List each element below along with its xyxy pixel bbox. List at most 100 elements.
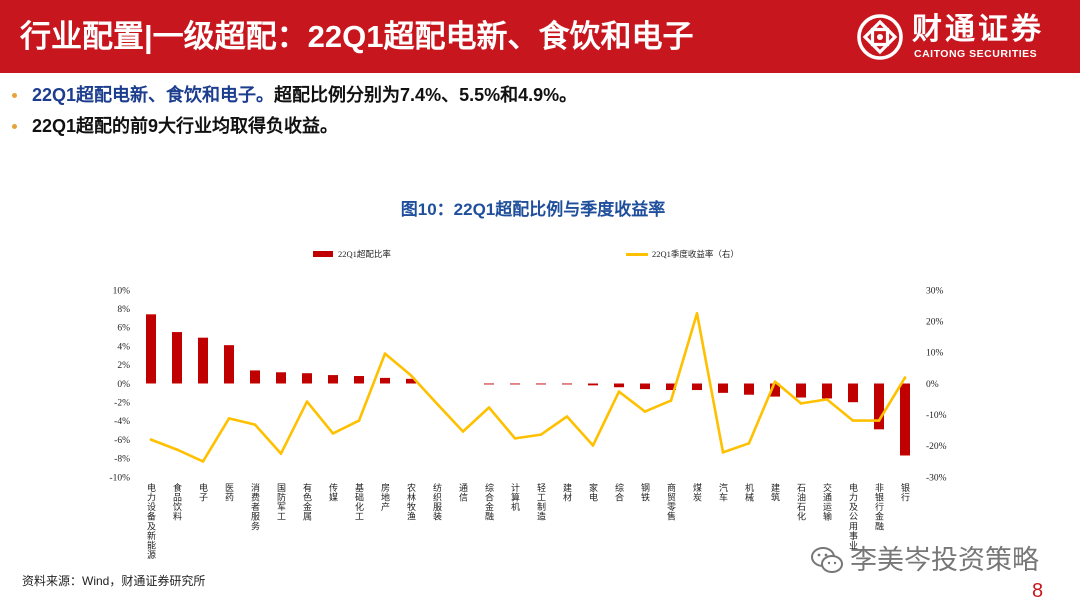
chart-plot: 10% 8% 6% 4% 2% 0% -2% -4% -6% -8% -10% 30% 20% 10% 0%… <box>109 286 947 483</box>
line-point <box>565 415 569 418</box>
y-left-tick-label: 2% <box>117 361 130 371</box>
line-point <box>305 400 309 403</box>
bar <box>302 373 312 384</box>
y-left-tick-label: -2% <box>114 399 130 409</box>
y-left-tick-label: -4% <box>114 417 130 427</box>
line-point <box>253 423 257 426</box>
y-left-tick-label: -10% <box>109 473 130 483</box>
line-point <box>227 417 231 420</box>
line-point <box>357 419 361 422</box>
y-left-tick-label: 4% <box>117 342 130 352</box>
line-point <box>279 452 283 455</box>
y-left-tick-label: -8% <box>114 455 130 465</box>
bar <box>614 383 624 388</box>
bar <box>484 383 494 385</box>
line-point <box>331 432 335 435</box>
category-label: 综合 <box>614 483 624 503</box>
category-label: 银行 <box>900 483 910 503</box>
bullet-body: 22Q1超配的前9大行业均取得负收益。 <box>32 116 339 136</box>
caitong-emblem-icon <box>857 14 903 60</box>
bar <box>562 383 572 385</box>
bullet-text: 22Q1超配的前9大行业均取得负收益。 <box>32 114 338 138</box>
bar <box>172 332 182 384</box>
category-label: 石油石化 <box>796 483 806 522</box>
line-point <box>201 460 205 463</box>
logo-name-en: CAITONG SECURITIES <box>914 48 1038 60</box>
y-right-tick-label: 0% <box>926 380 939 390</box>
line-point <box>409 374 413 377</box>
bullet-highlight: 22Q1超配电新、食饮和电子。 <box>32 85 275 105</box>
source-note: 资料来源：Wind，财通证券研究所 <box>22 574 206 588</box>
category-label: 煤炭 <box>692 483 702 503</box>
bar <box>848 383 858 403</box>
line-point <box>669 399 673 402</box>
bar <box>666 383 676 391</box>
category-label: 国防军工 <box>276 483 286 522</box>
line-point <box>487 406 491 409</box>
category-label: 电力设备及新能源 <box>146 483 156 560</box>
y-left-tick-label: 8% <box>117 305 130 315</box>
category-label: 钢铁 <box>640 483 650 503</box>
category-label: 汽车 <box>718 483 728 503</box>
series-line <box>149 312 907 463</box>
y-left-tick-label: 0% <box>117 380 130 390</box>
bullet-item: 22Q1超配电新、食饮和电子。超配比例分别为7.4%、5.5%和4.9%。 <box>12 83 712 107</box>
category-label: 综合金融 <box>484 483 494 522</box>
category-label: 非银行金融 <box>874 483 884 531</box>
line-point <box>695 312 699 315</box>
line-point <box>825 398 829 401</box>
legend-swatch-line <box>626 253 648 256</box>
legend-item-line: 22Q1季度收益率（右） <box>626 247 826 261</box>
category-label: 消费者服务 <box>250 483 260 531</box>
bar <box>510 383 520 385</box>
bar <box>250 370 260 384</box>
category-label: 建材 <box>562 483 572 503</box>
legend-label: 22Q1超配比率 <box>338 249 391 259</box>
line-point <box>877 419 881 422</box>
page-number: 8 <box>1032 580 1044 602</box>
combo-chart: 10% 8% 6% 4% 2% 0% -2% -4% -6% -8% -10% 30% 20% 10% 0%… <box>90 280 970 572</box>
bar <box>198 337 208 384</box>
bar <box>692 383 702 391</box>
bar <box>900 383 910 456</box>
line-point <box>175 448 179 451</box>
y-left-tick-label: -6% <box>114 436 130 446</box>
wechat-icon <box>811 547 843 573</box>
line-point <box>799 402 803 405</box>
line-point <box>903 376 907 379</box>
bar <box>770 383 780 397</box>
bar <box>328 375 338 384</box>
line-point <box>721 451 725 454</box>
legend-label: 22Q1季度收益率（右） <box>652 249 739 259</box>
logo-name-cn: 财通证券 <box>912 13 1044 46</box>
legend-swatch-bar <box>313 251 333 257</box>
category-label: 交通运输 <box>822 483 832 522</box>
y-right-tick-label: 20% <box>926 317 944 327</box>
category-label: 建筑 <box>770 483 780 503</box>
category-label: 商贸零售 <box>666 483 676 522</box>
bar <box>146 314 156 384</box>
bullet-body: 超配比例分别为7.4%、5.5%和4.9%。 <box>274 85 578 105</box>
line-point <box>591 444 595 447</box>
bullet-dot-icon <box>12 124 17 129</box>
category-label: 机械 <box>744 483 754 503</box>
category-label: 医药 <box>224 483 234 503</box>
line-point <box>513 437 517 440</box>
category-label: 有色金属 <box>302 483 312 522</box>
y-right-tick-label: 10% <box>926 349 944 359</box>
line-point <box>149 438 153 441</box>
y-right-tick-label: -10% <box>926 411 947 421</box>
y-left-tick-label: 10% <box>113 286 131 296</box>
page-title: 行业配置|一级超配：22Q1超配电新、食饮和电子 <box>20 19 694 54</box>
bar <box>224 345 234 384</box>
bar <box>588 383 598 386</box>
bar <box>406 378 416 384</box>
bar <box>536 383 546 385</box>
category-label: 电子 <box>198 483 208 503</box>
category-label: 轻工制造 <box>536 483 546 522</box>
category-label: 家电 <box>588 483 598 503</box>
line-point <box>851 419 855 422</box>
category-label: 计算机 <box>510 483 520 512</box>
chart-title: 图10：22Q1超配比例与季度收益率 <box>400 200 666 219</box>
category-label: 房地产 <box>380 483 390 512</box>
